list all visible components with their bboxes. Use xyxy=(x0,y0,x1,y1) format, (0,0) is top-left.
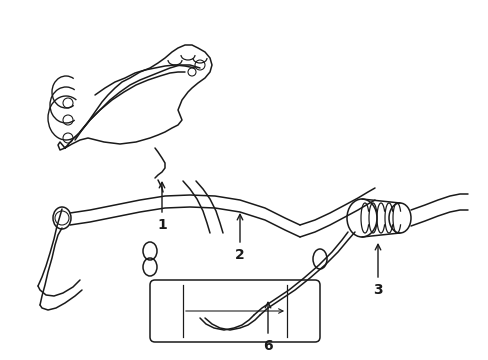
Text: 2: 2 xyxy=(235,248,244,262)
Text: 3: 3 xyxy=(372,283,382,297)
Text: 6: 6 xyxy=(263,339,272,353)
Text: 1: 1 xyxy=(157,218,166,232)
